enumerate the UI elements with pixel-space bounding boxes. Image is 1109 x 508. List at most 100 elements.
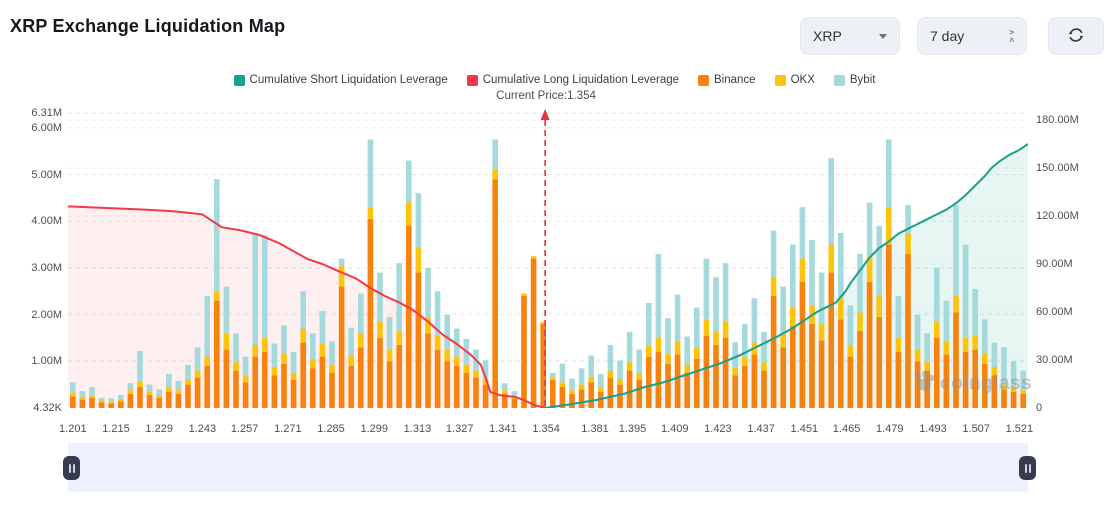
liquidation-bar-segment <box>166 373 172 387</box>
liquidation-bar-segment <box>156 394 162 398</box>
slider-handle-right[interactable] <box>1019 456 1036 480</box>
refresh-button[interactable] <box>1048 17 1104 55</box>
liquidation-bar-segment <box>665 353 671 364</box>
axis-tick-label: 4.00M <box>31 215 62 228</box>
axis-tick-label: 1.423 <box>704 423 732 435</box>
liquidation-bar-segment <box>703 335 710 408</box>
liquidation-bar-segment <box>713 277 719 331</box>
liquidation-bar-segment <box>348 355 354 366</box>
axis-tick-label: 1.354 <box>532 423 560 435</box>
liquidation-bar-segment <box>425 333 431 408</box>
liquidation-bar-segment <box>934 321 940 338</box>
liquidation-bar-segment <box>982 319 988 354</box>
liquidation-bar-segment <box>722 337 729 408</box>
liquidation-bar-segment <box>482 360 489 380</box>
liquidation-bar-segment <box>348 327 354 356</box>
liquidation-bar-segment <box>108 398 114 402</box>
liquidation-bar-segment <box>665 363 671 408</box>
liquidation-bar-segment <box>502 383 508 391</box>
liquidation-bar-segment <box>943 354 950 408</box>
legend-item[interactable]: Cumulative Long Liquidation Leverage <box>466 74 679 86</box>
liquidation-bar-segment <box>444 314 450 350</box>
page-title: XRP Exchange Liquidation Map <box>10 16 286 36</box>
zoom-range-slider[interactable] <box>68 443 1028 492</box>
liquidation-bar-segment <box>1010 361 1017 388</box>
liquidation-bar-segment <box>194 347 201 371</box>
liquidation-bar-segment <box>703 258 710 320</box>
axis-tick-label: 90.00M <box>1036 258 1073 270</box>
legend-item[interactable]: Binance <box>698 74 756 86</box>
liquidation-bar-segment <box>895 295 902 338</box>
liquidation-chart-canvas[interactable] <box>67 108 1029 409</box>
liquidation-bar-segment <box>847 356 854 408</box>
liquidation-bar-segment <box>646 302 652 345</box>
liquidation-bar-segment <box>415 246 422 273</box>
liquidation-bar-segment <box>223 286 230 334</box>
coin-select-dropdown[interactable]: XRP <box>800 17 900 55</box>
period-select-dropdown[interactable]: 7 day ˃ ˄ <box>917 17 1027 55</box>
legend-item[interactable]: Bybit <box>833 74 875 86</box>
short-liquidation-line <box>544 143 1029 409</box>
liquidation-bar-segment <box>636 380 642 408</box>
liquidation-bar-segment <box>319 356 326 408</box>
liquidation-bar-segment <box>358 293 364 334</box>
liquidation-bar-segment <box>809 323 815 408</box>
legend-item[interactable]: OKX <box>774 74 815 86</box>
liquidation-bar-segment <box>866 281 873 408</box>
liquidation-bar-segment <box>962 352 969 408</box>
liquidation-bar-segment <box>290 380 297 408</box>
liquidation-bar-segment <box>425 316 431 334</box>
liquidation-bar-segment <box>578 384 585 390</box>
liquidation-bar-segment <box>1020 394 1026 408</box>
liquidation-bar-segment <box>271 366 278 376</box>
liquidation-bar-segment <box>271 375 278 408</box>
liquidation-bar-segment <box>655 337 662 352</box>
liquidation-bar-segment <box>742 323 748 357</box>
liquidation-bar-segment <box>694 359 700 408</box>
liquidation-bar-segment <box>770 295 777 408</box>
legend-label: Cumulative Short Liquidation Leverage <box>249 74 448 86</box>
liquidation-bar-segment <box>991 375 998 408</box>
axis-tick-label: 1.299 <box>360 423 388 435</box>
liquidation-bar-segment <box>89 397 95 408</box>
legend-item[interactable]: Cumulative Short Liquidation Leverage <box>233 74 448 86</box>
liquidation-bar-segment <box>310 368 316 408</box>
liquidation-bar-segment <box>780 347 786 408</box>
liquidation-bar-segment <box>617 379 623 385</box>
liquidation-bar-segment <box>194 370 201 378</box>
liquidation-bar-segment <box>646 356 652 408</box>
axis-tick-label: 1.465 <box>832 423 861 435</box>
chart-legend: Cumulative Short Liquidation Leverage Cum… <box>0 74 1109 86</box>
liquidation-bar-segment <box>166 391 172 408</box>
axis-tick-label: 1.271 <box>274 423 302 435</box>
liquidation-bar-segment <box>972 335 978 350</box>
legend-swatch <box>698 74 710 86</box>
axis-tick-label: 1.521 <box>1005 423 1034 435</box>
liquidation-bar-segment <box>607 377 614 408</box>
handle-grip-icon <box>1024 463 1027 473</box>
liquidation-bar-segment <box>991 366 998 376</box>
liquidation-bar-segment <box>962 244 969 338</box>
liquidation-bar-segment <box>367 218 374 408</box>
liquidation-bar-segment <box>818 340 825 408</box>
liquidation-bar-segment <box>348 366 354 408</box>
liquidation-bar-segment <box>166 387 172 392</box>
axis-tick-label: 1.395 <box>618 423 647 435</box>
liquidation-bar-segment <box>866 202 873 257</box>
liquidation-bar-segment <box>655 253 662 338</box>
liquidation-bar-segment <box>972 349 978 408</box>
liquidation-bar-segment <box>905 204 911 233</box>
axis-tick-label: 1.201 <box>59 423 87 435</box>
liquidation-bar-segment <box>358 347 364 408</box>
liquidation-bar-segment <box>300 291 306 329</box>
liquidation-bar-segment <box>271 343 278 367</box>
liquidation-bar-segment <box>434 335 441 350</box>
liquidation-bar-segment <box>799 258 806 282</box>
liquidation-bar-segment <box>223 349 230 408</box>
axis-tick-label: 180.00M <box>1036 114 1079 126</box>
liquidation-bar-segment <box>962 337 969 352</box>
liquidation-bar-segment <box>463 373 470 408</box>
liquidation-bar-segment <box>137 387 143 408</box>
liquidation-bar-segment <box>550 373 556 378</box>
slider-handle-left[interactable] <box>63 456 80 480</box>
